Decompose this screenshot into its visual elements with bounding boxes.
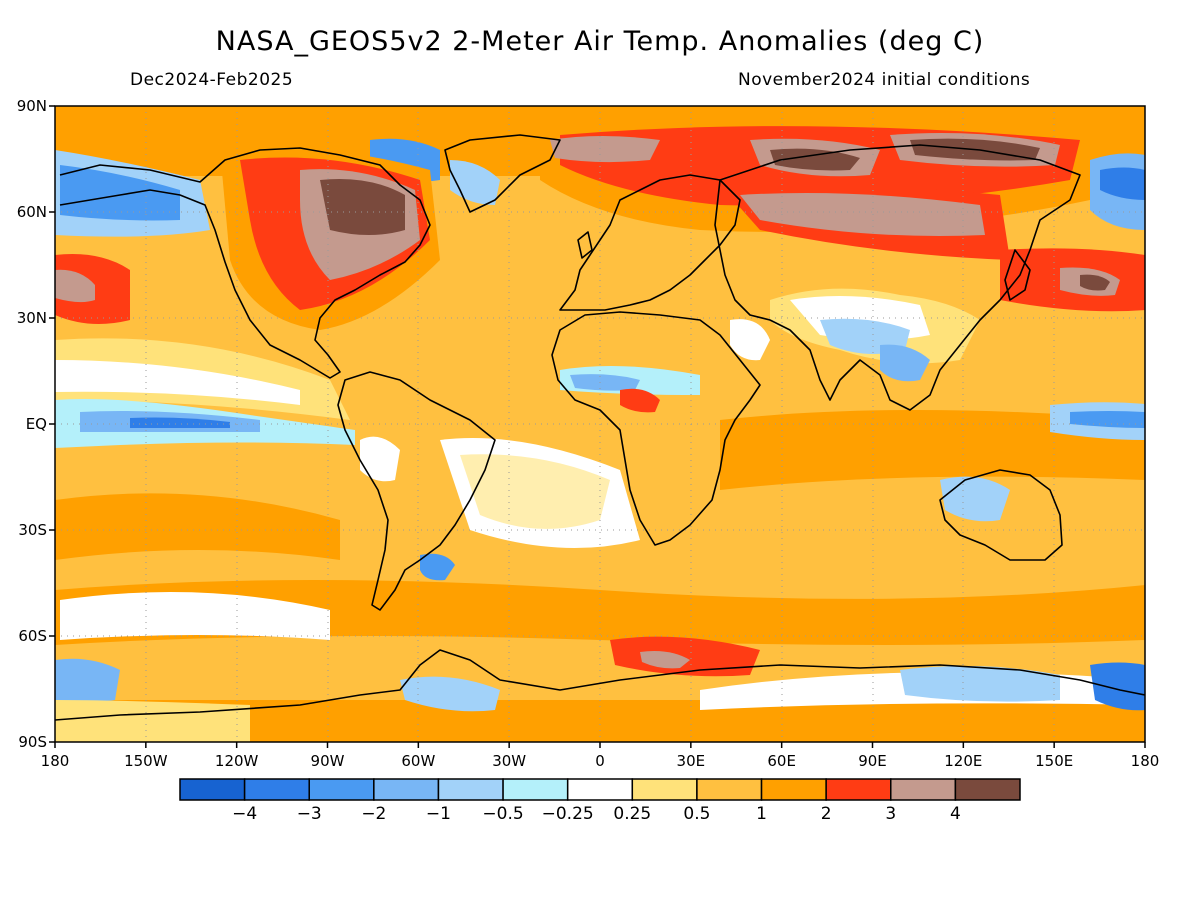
colorbar-label: 0.5 (683, 804, 710, 824)
colorbar-swatch (760, 778, 827, 801)
japan-outline (1004, 249, 1031, 301)
grid-lines (55, 106, 1145, 742)
colorbar-label: 1 (756, 804, 767, 824)
colorbar-swatch (566, 778, 634, 801)
continent-outlines (55, 134, 1145, 721)
lon-tick-label: 180 (1131, 752, 1160, 770)
north-america-outline (59, 147, 431, 379)
africa-outline (551, 311, 761, 546)
colorbar-label: −1 (426, 804, 451, 824)
forecast-period: Dec2024-Feb2025 (130, 70, 294, 90)
asia-outline (714, 144, 1081, 411)
colorbar-label: −0.25 (542, 804, 594, 824)
antarctica-outline (55, 649, 1145, 721)
lat-tick-label: 30S (18, 521, 47, 539)
colorbar-label: −4 (232, 804, 257, 824)
lat-tick-label: 90N (17, 97, 47, 115)
initial-conditions-label: November2024 initial conditions (738, 70, 1031, 90)
anomaly-field (55, 106, 1145, 742)
colorbar-swatch (696, 778, 763, 801)
colorbar-swatch (243, 778, 310, 801)
lon-tick-label: 180 (41, 752, 70, 770)
colorbar-label: −3 (297, 804, 322, 824)
uk-outline (577, 231, 593, 259)
colorbar-label: 2 (821, 804, 832, 824)
lon-tick-label: 150E (1035, 752, 1073, 770)
colorbar-swatch (437, 778, 504, 801)
lon-tick-label: 60E (767, 752, 796, 770)
lat-tick-label: 60S (18, 627, 47, 645)
colorbar-label: 3 (885, 804, 896, 824)
colorbar-label: −0.5 (482, 804, 523, 824)
latitude-axis: 90N 60N 30N EQ 30S 60S 90S (17, 97, 55, 751)
lat-tick-label: 30N (17, 309, 47, 327)
colorbar-swatch (631, 778, 698, 801)
lon-tick-label: 30E (677, 752, 706, 770)
colorbar-swatch (308, 778, 375, 801)
lon-tick-label: 0 (595, 752, 605, 770)
colorbar: −4 −3 −2 −1 −0.5 −0.25 0.25 0.5 1 2 3 4 (179, 778, 1021, 824)
colorbar-swatch (502, 778, 569, 801)
lon-tick-label: 60W (401, 752, 435, 770)
greenland-outline (444, 134, 561, 213)
lon-tick-label: 30W (492, 752, 526, 770)
colorbar-label: −2 (361, 804, 386, 824)
lon-tick-label: 90E (858, 752, 887, 770)
longitude-axis: 180 150W 120W 90W 60W 30W 0 30E 60E 90E 120E 150E 18… (41, 742, 1160, 770)
lon-tick-label: 150W (124, 752, 168, 770)
lat-tick-label: EQ (26, 415, 47, 433)
colorbar-label: 0.25 (613, 804, 651, 824)
colorbar-swatch (825, 778, 892, 801)
south-america-outline (337, 371, 496, 611)
lat-tick-label: 60N (17, 203, 47, 221)
lon-tick-label: 120W (215, 752, 259, 770)
colorbar-swatch (373, 778, 440, 801)
colorbar-label: 4 (950, 804, 961, 824)
map-title: NASA_GEOS5v2 2-Meter Air Temp. Anomalies… (215, 26, 985, 57)
colorbar-swatch (954, 778, 1021, 801)
colorbar-swatch (179, 778, 246, 801)
lon-tick-label: 120E (944, 752, 982, 770)
lon-tick-label: 90W (311, 752, 345, 770)
lat-tick-label: 90S (18, 733, 47, 751)
australia-outline (939, 469, 1063, 561)
colorbar-swatch (890, 778, 957, 801)
